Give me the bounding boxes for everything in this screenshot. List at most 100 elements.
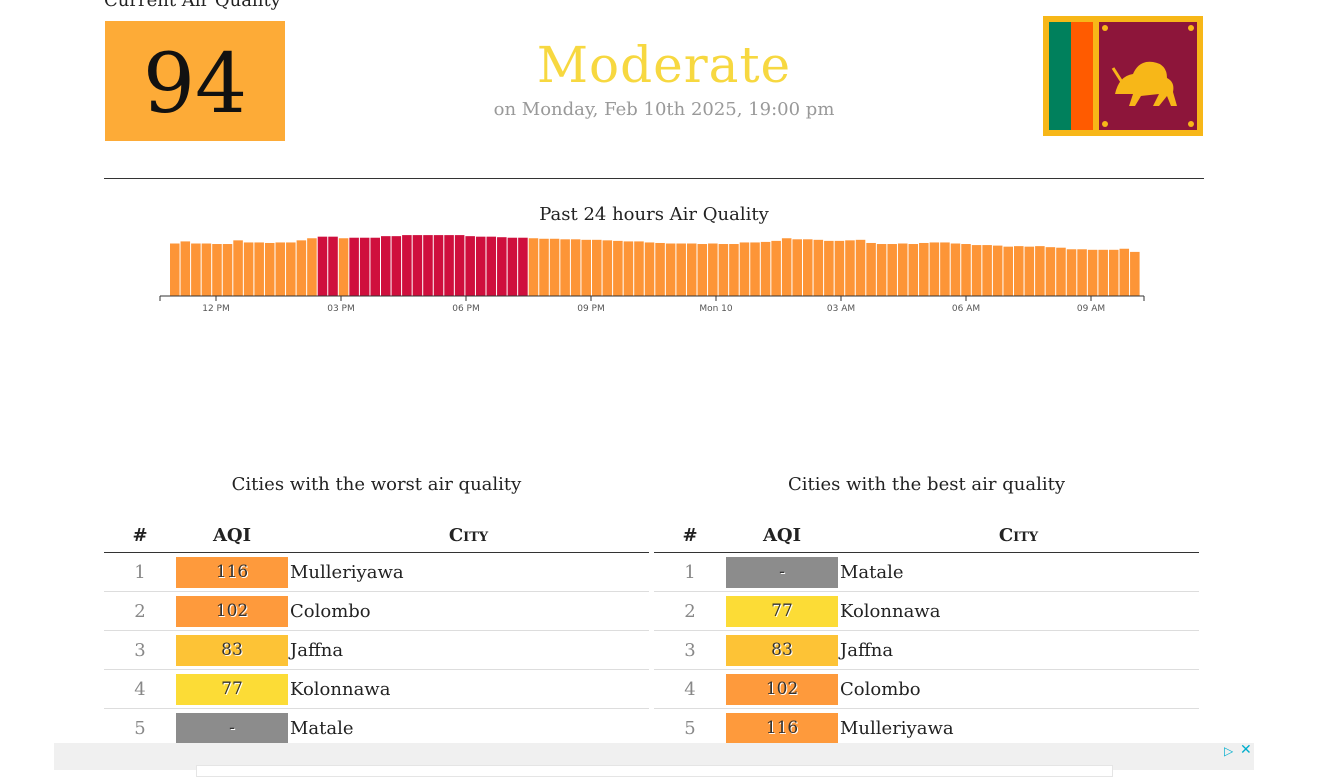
chart-bar[interactable] [781, 238, 792, 296]
chart-bar[interactable] [824, 240, 834, 297]
city-link[interactable]: Matale [838, 552, 1199, 592]
chart-bar[interactable] [497, 237, 507, 296]
city-link[interactable]: Kolonnawa [838, 591, 1199, 631]
chart-bar[interactable] [876, 244, 887, 296]
chart-bar[interactable] [570, 239, 581, 296]
chart-bar[interactable] [359, 237, 370, 296]
chart-bar[interactable] [971, 245, 982, 296]
table-row[interactable]: 3 83 Jaffna [104, 630, 649, 670]
chart-bar[interactable] [708, 243, 718, 297]
chart-bar[interactable] [349, 237, 359, 296]
chart-bar[interactable] [1045, 247, 1056, 296]
chart-bar[interactable] [528, 238, 539, 296]
chart-bar[interactable] [1066, 249, 1077, 296]
chart-bar[interactable] [866, 242, 876, 296]
table-row[interactable]: 4 102 Colombo [654, 669, 1199, 709]
city-link[interactable]: Matale [288, 708, 649, 748]
chart-bar[interactable] [275, 242, 286, 296]
chart-bar[interactable] [560, 239, 570, 296]
table-row[interactable]: 5 116 Mulleriyawa [654, 708, 1199, 748]
chart-bar[interactable] [982, 245, 992, 296]
close-icon[interactable]: ✕ [1240, 742, 1252, 758]
chart-bar[interactable] [581, 239, 591, 296]
chart-bar[interactable] [897, 243, 908, 297]
chart-bar[interactable] [676, 243, 686, 297]
chart-bar[interactable] [623, 241, 634, 296]
chart-bar[interactable] [1003, 246, 1013, 296]
city-link[interactable]: Jaffna [288, 630, 649, 670]
chart-bar[interactable] [1098, 249, 1108, 296]
chart-bar[interactable] [697, 244, 708, 296]
chart-bar[interactable] [486, 236, 497, 296]
chart-bar[interactable] [212, 244, 222, 296]
chart-bar[interactable] [454, 235, 465, 296]
chart-bar[interactable] [665, 243, 676, 297]
chart-bar[interactable] [381, 236, 391, 296]
chart-bar[interactable] [961, 244, 971, 296]
chart-bar[interactable] [919, 242, 929, 296]
chart-bar[interactable] [423, 235, 433, 296]
chart-bar[interactable] [771, 240, 781, 297]
chart-bar[interactable] [222, 244, 233, 296]
chart-bar[interactable] [475, 236, 486, 296]
chart-bar[interactable] [1087, 249, 1098, 296]
chart-bar[interactable] [170, 243, 180, 297]
city-link[interactable]: Kolonnawa [288, 669, 649, 709]
chart-bar[interactable] [370, 237, 380, 296]
chart-bar[interactable] [254, 242, 264, 296]
chart-bar[interactable] [1130, 251, 1140, 296]
chart-bar[interactable] [286, 242, 296, 296]
chart-bar[interactable] [718, 244, 729, 296]
chart-bar[interactable] [465, 236, 475, 296]
chart-bar[interactable] [950, 243, 961, 297]
chart-bar[interactable] [592, 239, 602, 296]
chart-bar[interactable] [1024, 246, 1035, 296]
chart-bar[interactable] [1056, 247, 1066, 296]
chart-bar[interactable] [613, 240, 623, 297]
chart-bar[interactable] [992, 245, 1003, 296]
chart-bar[interactable] [940, 242, 950, 296]
chart-bar[interactable] [644, 242, 655, 296]
city-link[interactable]: Colombo [838, 669, 1199, 709]
chart-bar[interactable] [391, 236, 402, 296]
chart-bar[interactable] [655, 242, 665, 296]
chart-bar[interactable] [845, 240, 855, 296]
chart-bar[interactable] [328, 236, 338, 296]
chart-bar[interactable] [1119, 248, 1130, 296]
table-row[interactable]: 5- Matale [104, 708, 649, 748]
chart-bar[interactable] [444, 235, 454, 296]
chart-bar[interactable] [264, 242, 275, 296]
city-link[interactable]: Mulleriyawa [838, 708, 1199, 748]
chart-bar[interactable] [539, 238, 549, 296]
chart-bar[interactable] [433, 235, 444, 296]
chart-bar[interactable] [1077, 249, 1087, 296]
chart-bar[interactable] [338, 238, 349, 296]
chart-bar[interactable] [507, 237, 518, 296]
chart-bar[interactable] [634, 241, 644, 296]
chart-bar[interactable] [887, 244, 897, 296]
chart-bar[interactable] [180, 241, 191, 296]
chart-bar[interactable] [1014, 246, 1024, 297]
city-link[interactable]: Jaffna [838, 630, 1199, 670]
table-row[interactable]: 2 102 Colombo [104, 591, 649, 631]
chart-bar[interactable] [191, 243, 201, 297]
chart-bar[interactable] [929, 242, 940, 296]
chart-bar[interactable] [296, 240, 307, 296]
chart-bar[interactable] [243, 242, 254, 296]
chart-bar[interactable] [686, 243, 697, 297]
chart-bar[interactable] [908, 244, 919, 296]
chart-bar[interactable] [412, 235, 423, 296]
chart-bar[interactable] [602, 240, 613, 296]
table-row[interactable]: 3 83 Jaffna [654, 630, 1199, 670]
ad-choices-icon[interactable]: ▷ [1224, 744, 1234, 758]
table-row[interactable]: 1- Matale [654, 552, 1199, 592]
chart-bar[interactable] [233, 240, 243, 296]
chart-bar[interactable] [402, 235, 412, 296]
chart-bar[interactable] [518, 237, 528, 296]
chart-bar[interactable] [813, 239, 824, 296]
city-link[interactable]: Mulleriyawa [288, 552, 649, 592]
table-row[interactable]: 2 77 Kolonnawa [654, 591, 1199, 631]
chart-bar[interactable] [760, 241, 771, 296]
chart-bar[interactable] [750, 242, 760, 296]
chart-bar[interactable] [834, 240, 845, 297]
